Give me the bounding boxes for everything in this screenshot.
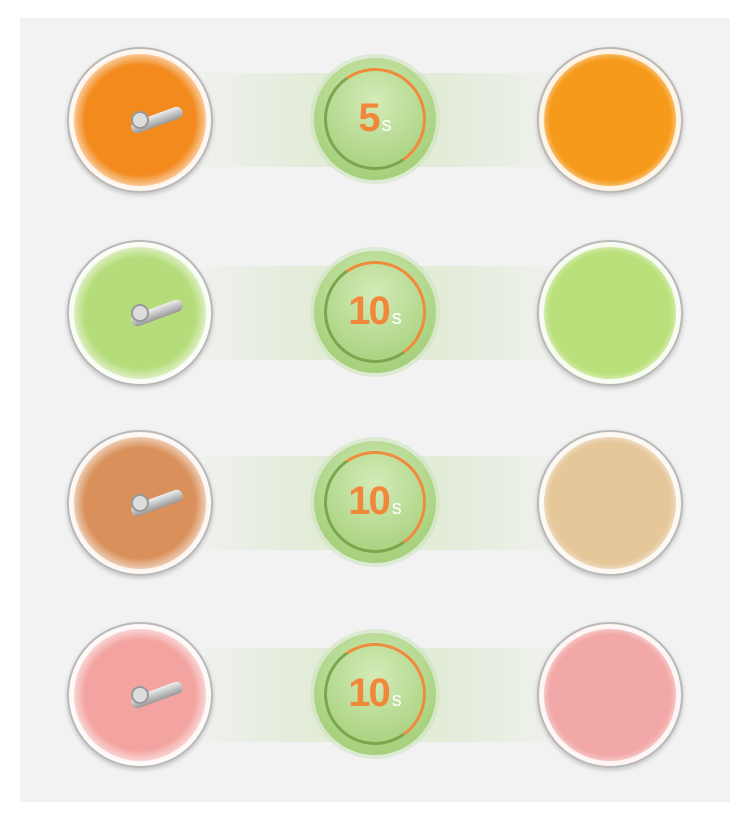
bowl-before-celery-pieces bbox=[67, 240, 213, 386]
time-value: 10 bbox=[348, 479, 390, 523]
timer-badge: 10 s bbox=[314, 633, 436, 755]
time-unit: s bbox=[381, 114, 392, 136]
bowl-after-crushed-peanuts bbox=[537, 430, 683, 576]
blade-hub bbox=[131, 304, 149, 322]
bowl-before-carrot-cubes bbox=[67, 47, 213, 193]
time-unit: s bbox=[391, 497, 402, 519]
time-unit: s bbox=[391, 689, 402, 711]
blade-hub bbox=[131, 494, 149, 512]
time-unit: s bbox=[391, 307, 402, 329]
bowl-after-carrot-puree bbox=[537, 47, 683, 193]
bowl-before-peanuts bbox=[67, 430, 213, 576]
time-value: 10 bbox=[348, 289, 390, 333]
comparison-row: 10 s bbox=[0, 408, 750, 598]
bowl-before-meat-chunks bbox=[67, 622, 213, 768]
comparison-row: 10 s bbox=[0, 218, 750, 408]
bowl-after-minced-meat bbox=[537, 622, 683, 768]
time-value: 5 bbox=[358, 96, 380, 140]
timer-badge: 10 s bbox=[314, 251, 436, 373]
time-value: 10 bbox=[348, 671, 390, 715]
blade-hub bbox=[131, 686, 149, 704]
timer-badge: 10 s bbox=[314, 441, 436, 563]
comparison-row: 10 s bbox=[0, 600, 750, 790]
bowl-after-minced-celery bbox=[537, 240, 683, 386]
blade-hub bbox=[131, 111, 149, 129]
